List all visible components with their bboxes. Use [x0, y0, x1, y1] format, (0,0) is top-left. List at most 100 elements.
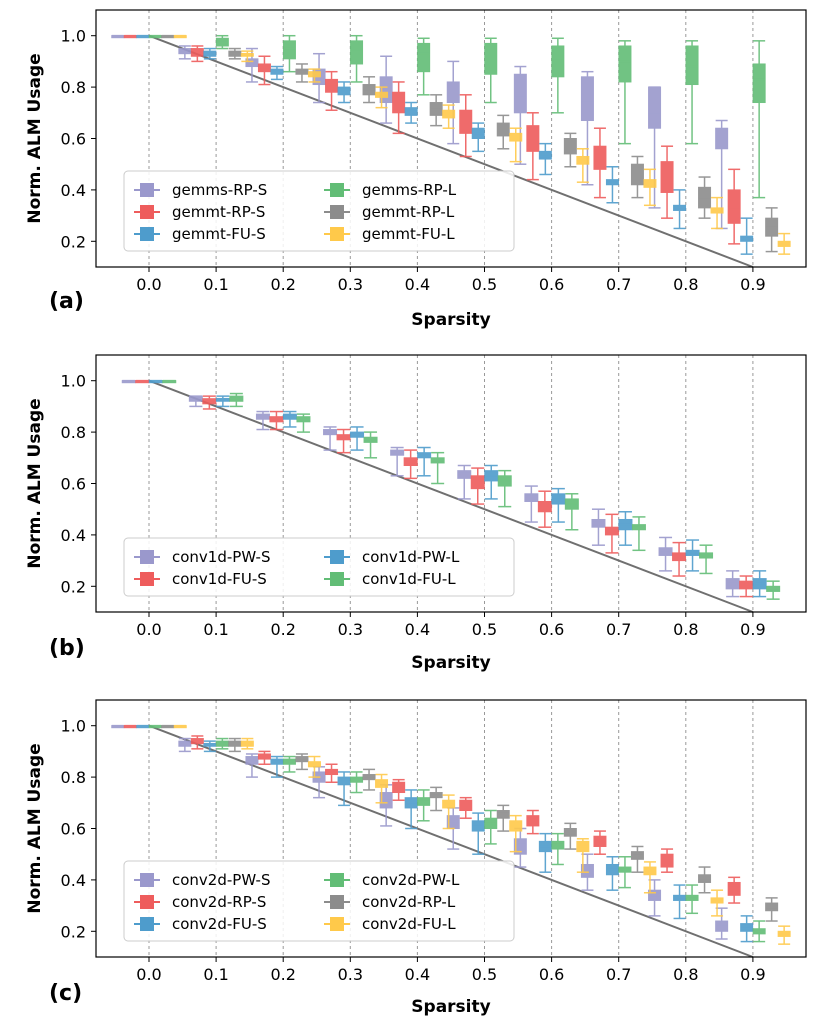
- iqr-box: [257, 63, 271, 73]
- box-conv1d-FU-S-0.0: [135, 379, 150, 384]
- x-tick-label: 0.8: [673, 275, 698, 294]
- box-conv2d-FU-L-0.4: [442, 794, 456, 830]
- box-gemms-RP-S-0.7: [580, 70, 594, 186]
- box-conv1d-FU-S-0.8: [672, 541, 687, 577]
- y-tick-label: 0.8: [61, 423, 86, 442]
- legend-item: conv2d-RP-L: [324, 893, 456, 911]
- iqr-box: [740, 923, 754, 932]
- box-gemmt-FU-S-0.6: [538, 142, 552, 176]
- box-conv1d-PW-L-0.4: [417, 446, 432, 477]
- ideal-reference-line: [148, 379, 754, 613]
- legend-item: conv2d-RP-S: [134, 893, 266, 911]
- iqr-box: [685, 45, 699, 86]
- box-conv1d-PW-L-0.0: [148, 379, 163, 384]
- x-tick-label: 0.4: [405, 620, 430, 639]
- iqr-box: [727, 881, 741, 896]
- box-conv1d-PW-L-0.3: [350, 426, 365, 451]
- box-conv1d-FU-S-0.2: [269, 410, 284, 431]
- series-conv2d-RP-S: [123, 724, 741, 904]
- box-gemmt-RP-L-0.2: [295, 63, 309, 83]
- box-conv1d-FU-S-0.4: [403, 449, 418, 480]
- legend-swatch-box: [330, 917, 344, 931]
- box-gemmt-RP-S-0.9: [727, 168, 741, 245]
- series-gemmt-RP-S: [123, 34, 741, 245]
- box-gemmt-RP-S-0.5: [459, 94, 473, 158]
- box-gemmt-FU-L-0.3: [375, 86, 389, 109]
- iqr-box: [337, 776, 351, 786]
- box-conv2d-RP-L-0.5: [496, 804, 510, 832]
- legend-label: conv2d-PW-S: [172, 871, 271, 889]
- iqr-box: [403, 457, 418, 467]
- legend-item: gemmt-FU-L: [324, 225, 455, 243]
- x-tick-label: 0.9: [740, 620, 765, 639]
- series-conv1d-FU-L: [162, 379, 781, 600]
- box-conv2d-PW-L-0.1: [215, 737, 229, 750]
- legend-item: conv2d-FU-L: [324, 915, 456, 933]
- box-gemmt-FU-L-0.7: [643, 168, 657, 207]
- box-gemms-RP-L-0.1: [215, 34, 229, 50]
- box-conv1d-FU-L-0.3: [363, 431, 378, 459]
- legend-frame: [123, 860, 515, 942]
- box-gemmt-RP-L-0.7: [630, 155, 644, 199]
- box-conv1d-PW-S-0.4: [390, 446, 405, 477]
- box-gemmt-FU-L-0.5: [509, 127, 523, 163]
- x-tick-label: 0.5: [472, 275, 497, 294]
- box-conv1d-FU-L-0.0: [162, 379, 177, 384]
- box-conv1d-FU-S-0.1: [202, 395, 217, 410]
- legend-swatch-box: [140, 873, 154, 887]
- legend-swatch-box: [140, 183, 154, 197]
- box-gemmt-RP-L-0.3: [362, 76, 376, 104]
- legend-swatch-box: [330, 205, 344, 219]
- iqr-box: [442, 799, 456, 809]
- box-conv2d-FU-L-0.6: [576, 838, 590, 873]
- box-conv1d-PW-S-0.9: [725, 570, 740, 598]
- box-conv1d-FU-L-0.9: [766, 580, 781, 600]
- legend-label: gemms-RP-S: [172, 181, 267, 199]
- box-conv2d-FU-L-0.2: [307, 755, 321, 778]
- iqr-box: [765, 217, 779, 237]
- box-gemms-RP-L-0.6: [551, 37, 565, 114]
- box-gemmt-RP-L-0.8: [698, 176, 712, 219]
- box-conv2d-RP-S-0.1: [190, 735, 204, 750]
- y-tick-label: 0.8: [61, 768, 86, 787]
- box-conv2d-RP-S-0.8: [660, 848, 674, 873]
- box-gemmt-FU-L-0.9: [777, 232, 791, 255]
- box-conv1d-FU-L-0.6: [564, 493, 579, 531]
- box-gemmt-RP-S-0.8: [660, 145, 674, 219]
- box-conv1d-FU-L-0.8: [699, 544, 714, 575]
- box-conv2d-FU-L-0.7: [643, 861, 657, 894]
- box-conv2d-RP-S-0.2: [257, 750, 271, 765]
- iqr-box: [325, 78, 339, 93]
- box-conv1d-PW-L-0.8: [685, 539, 700, 572]
- box-conv2d-PW-L-0.6: [551, 832, 565, 866]
- x-tick-label: 0.1: [203, 965, 228, 984]
- iqr-box: [591, 518, 606, 528]
- legend-label: gemmt-RP-S: [172, 203, 265, 221]
- box-conv1d-PW-S-0.8: [658, 536, 673, 572]
- legend-item: conv2d-PW-S: [134, 871, 271, 889]
- legend-label: conv1d-PW-L: [362, 548, 460, 566]
- iqr-box: [457, 470, 472, 479]
- series-conv1d-PW-S: [121, 379, 740, 598]
- legend-label: conv1d-FU-S: [172, 570, 267, 588]
- legend-frame: [123, 537, 515, 597]
- ideal-reference-line: [148, 34, 754, 268]
- iqr-box: [526, 125, 540, 152]
- box-conv2d-PW-L-0.0: [148, 724, 162, 729]
- x-tick-label: 0.8: [673, 965, 698, 984]
- series-gemmt-RP-L: [161, 34, 779, 253]
- box-gemms-RP-L-0.3: [350, 34, 364, 83]
- box-conv2d-RP-L-0.6: [563, 822, 577, 850]
- box-gemmt-FU-S-0.7: [605, 166, 619, 204]
- y-tick-label: 0.2: [61, 922, 86, 941]
- box-conv2d-RP-L-0.3: [362, 768, 376, 791]
- iqr-box: [604, 526, 619, 536]
- iqr-box: [580, 863, 594, 878]
- legend-item: conv1d-PW-L: [324, 548, 460, 566]
- iqr-box: [496, 122, 510, 137]
- box-conv2d-PW-L-0.4: [417, 789, 431, 822]
- box-gemmt-RP-S-0.6: [526, 112, 540, 181]
- box-gemmt-RP-L-0.6: [563, 132, 577, 168]
- box-conv2d-RP-L-0.9: [765, 897, 779, 922]
- iqr-box: [551, 840, 565, 850]
